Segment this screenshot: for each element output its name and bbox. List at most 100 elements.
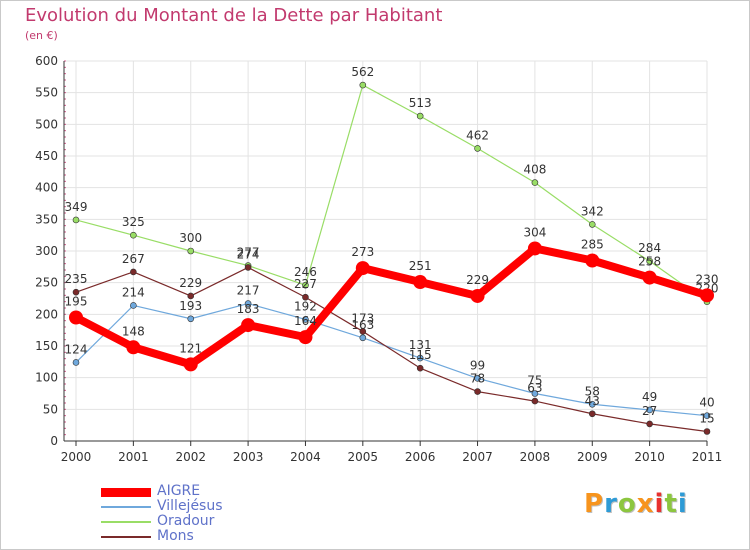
legend-swatch-aigre: [101, 487, 151, 497]
y-tick-label: 300: [35, 244, 58, 258]
series-aigre: 195 148 121 183 164 273 251 229 304 285 258 230: [65, 225, 718, 372]
data-label-villej-sus: 75: [527, 374, 542, 388]
data-point-villej-sus: [416, 354, 424, 362]
y-tick-label: 50: [43, 402, 58, 416]
data-point-mons: [130, 268, 137, 276]
data-point-villej-sus: [474, 374, 481, 382]
data-label-mons: 63: [527, 381, 542, 395]
data-point-mons: [646, 420, 653, 428]
data-point-aigre: [298, 330, 313, 345]
x-tick-label: 2002: [175, 450, 206, 464]
proxiti-logo: Proxiti: [584, 489, 688, 519]
data-label-villej-sus: 40: [699, 396, 714, 410]
data-point-oradour: [359, 81, 367, 89]
data-point-aigre: [183, 357, 198, 372]
data-point-oradour: [531, 179, 539, 186]
data-point-aigre: [642, 270, 657, 285]
data-point-mons: [359, 328, 367, 335]
legend-label-aigre: AIGRE: [157, 483, 201, 499]
data-label-aigre: 304: [523, 225, 546, 239]
data-label-mons: 27: [642, 404, 657, 418]
data-label-oradour: 462: [466, 128, 489, 142]
data-label-villej-sus: 49: [642, 390, 657, 404]
data-label-villej-sus: 214: [122, 285, 145, 299]
data-point-aigre: [241, 318, 256, 333]
data-label-aigre: 195: [65, 295, 88, 309]
x-tick-label: 2011: [692, 450, 723, 464]
data-label-villej-sus: 217: [237, 284, 260, 298]
data-point-aigre: [355, 261, 370, 276]
data-label-mons: 43: [585, 394, 600, 408]
data-point-mons: [703, 428, 711, 435]
data-label-aigre: 121: [179, 341, 202, 355]
legend-swatch-villej-sus: [101, 506, 151, 508]
data-label-oradour: 246: [294, 265, 317, 279]
legend-swatch-oradour: [101, 521, 151, 523]
data-label-oradour: 300: [179, 231, 202, 245]
data-label-aigre: 258: [638, 255, 661, 269]
y-tick-label: 600: [35, 54, 58, 68]
data-point-oradour: [130, 231, 137, 239]
x-tick-label: 2001: [118, 450, 149, 464]
series-mons: 235 267 229 274 227 173 115 78 63 43 27 15: [65, 247, 715, 435]
data-point-aigre: [470, 288, 485, 303]
data-point-villej-sus: [187, 315, 195, 323]
data-point-villej-sus: [646, 406, 653, 414]
data-point-mons: [187, 292, 195, 300]
data-point-villej-sus: [359, 334, 367, 342]
legend-label-oradour: Oradour: [157, 513, 215, 529]
data-label-oradour: 277: [237, 246, 260, 260]
y-tick-label: 500: [35, 117, 58, 131]
x-tick-label: 2010: [634, 450, 665, 464]
y-tick-label: 250: [35, 276, 58, 290]
data-point-mons: [588, 410, 596, 418]
data-label-oradour: 349: [65, 200, 88, 214]
data-label-mons: 274: [237, 247, 260, 261]
data-point-villej-sus: [703, 412, 711, 419]
logo-letter: t: [664, 489, 678, 519]
data-point-aigre: [69, 310, 83, 325]
data-point-mons: [244, 264, 252, 271]
legend-swatch-mons: [101, 536, 151, 538]
series-line-aigre: [72, 244, 711, 369]
series-line-mons: [75, 266, 708, 433]
data-label-mons: 15: [699, 412, 714, 426]
data-point-villej-sus: [531, 390, 539, 397]
data-label-oradour: 284: [638, 241, 661, 255]
data-label-mons: 115: [409, 348, 432, 362]
x-tick-label: 2006: [405, 450, 436, 464]
data-point-villej-sus: [302, 316, 309, 323]
data-label-villej-sus: 131: [409, 338, 432, 352]
data-label-villej-sus: 99: [470, 358, 485, 372]
data-point-mons: [416, 364, 424, 372]
data-label-oradour: 342: [581, 204, 604, 218]
data-point-villej-sus: [588, 400, 596, 408]
legend-label-villej-sus: Villejésus: [157, 498, 223, 514]
data-point-oradour: [302, 281, 309, 289]
chart-subtitle: (en €): [25, 29, 58, 42]
data-label-aigre: 148: [122, 324, 145, 338]
series-oradour: 349325300277246562513462408342284220: [65, 65, 718, 305]
y-tick-label: 200: [35, 307, 58, 321]
data-point-mons: [531, 397, 539, 405]
data-point-oradour: [72, 216, 80, 224]
x-tick-label: 2009: [577, 450, 608, 464]
data-point-oradour: [187, 247, 195, 255]
y-tick-label: 450: [35, 149, 58, 163]
data-point-aigre: [126, 340, 141, 355]
data-label-mons: 173: [351, 311, 374, 325]
logo-letter: x: [636, 489, 655, 519]
x-tick-label: 2000: [61, 450, 92, 464]
data-label-aigre: 183: [237, 302, 260, 316]
y-tick-label: 550: [35, 86, 58, 100]
y-tick-label: 350: [35, 212, 58, 226]
y-tick-label: 400: [35, 181, 58, 195]
data-label-villej-sus: 58: [585, 384, 600, 398]
data-label-aigre: 229: [466, 273, 489, 287]
x-tick-label: 2004: [290, 450, 321, 464]
data-label-mons: 267: [122, 252, 145, 266]
data-point-oradour: [588, 221, 596, 228]
data-point-aigre: [413, 275, 428, 290]
logo-letter: P: [584, 489, 605, 519]
